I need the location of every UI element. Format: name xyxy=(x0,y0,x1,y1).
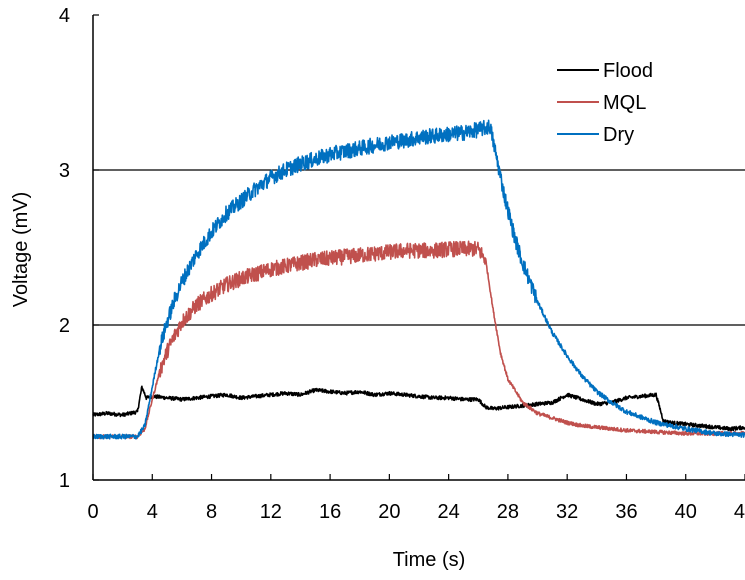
x-tick-label: 40 xyxy=(675,501,697,523)
gridlines xyxy=(93,169,745,326)
x-tick-label: 44 xyxy=(734,501,745,523)
y-axis-title: Voltage (mV) xyxy=(10,192,32,308)
legend-label-flood: Flood xyxy=(603,60,653,82)
series-line-dry xyxy=(92,119,745,440)
series-line-mql xyxy=(92,240,745,440)
x-tick-label: 36 xyxy=(615,501,637,523)
x-tick-label: 20 xyxy=(378,501,400,523)
x-tick-label: 24 xyxy=(438,501,460,523)
x-tick-label: 0 xyxy=(87,501,98,523)
series-line-flood xyxy=(92,385,745,432)
y-tick-label: 4 xyxy=(59,5,70,27)
legend: Flood MQL Dry xyxy=(557,60,653,146)
x-tick-label: 28 xyxy=(497,501,519,523)
series-lines xyxy=(92,119,745,440)
x-tick-label: 32 xyxy=(556,501,578,523)
legend-label-dry: Dry xyxy=(603,124,634,146)
x-tick-label: 4 xyxy=(147,501,158,523)
y-ticks: 1 2 3 4 xyxy=(59,5,99,492)
x-tick-label: 8 xyxy=(206,501,217,523)
x-axis-title: Time (s) xyxy=(393,549,466,571)
x-tick-label: 16 xyxy=(319,501,341,523)
legend-label-mql: MQL xyxy=(603,92,646,114)
y-tick-label: 3 xyxy=(59,160,70,182)
x-tick-label: 12 xyxy=(260,501,282,523)
y-tick-label: 2 xyxy=(59,315,70,337)
x-ticks: 0 4 8 12 16 20 24 28 32 36 40 44 xyxy=(87,474,745,523)
y-tick-label: 1 xyxy=(59,470,70,492)
